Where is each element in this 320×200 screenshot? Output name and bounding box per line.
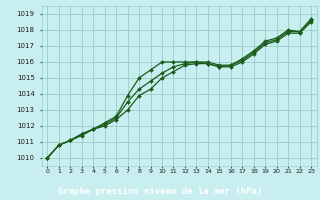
Text: Graphe pression niveau de la mer (hPa): Graphe pression niveau de la mer (hPa) bbox=[58, 186, 262, 196]
